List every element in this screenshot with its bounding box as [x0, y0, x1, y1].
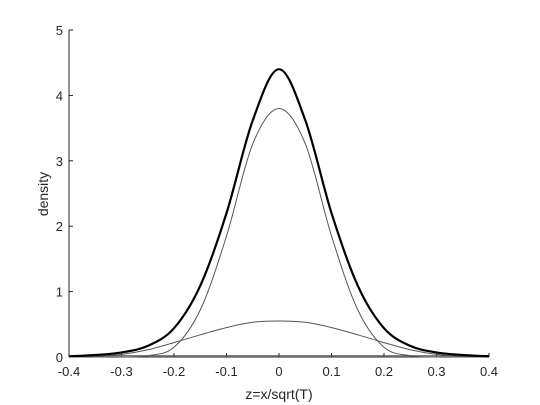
y-tick-label: 2 [56, 219, 63, 234]
x-tick-label: 0.3 [427, 364, 445, 379]
x-tick-label: -0.2 [163, 364, 185, 379]
x-tick-label: -0.1 [215, 364, 237, 379]
x-tick-label: -0.3 [110, 364, 132, 379]
x-tick-label: 0 [275, 364, 282, 379]
y-tick-label: 4 [56, 88, 63, 103]
y-tick-label: 5 [56, 23, 63, 38]
series-line-1 [68, 68, 490, 358]
x-axis-label: z=x/sqrt(T) [245, 386, 312, 402]
x-tick-label: 0.1 [322, 364, 340, 379]
y-tick-label: 1 [56, 285, 63, 300]
y-tick-label: 3 [56, 154, 63, 169]
x-tick-label: -0.4 [58, 364, 80, 379]
series-line-2 [69, 108, 489, 358]
x-tick-label: 0.4 [480, 364, 498, 379]
plot-area: -0.4 -0.3 -0.2 -0.1 0 0.1 0.2 0.3 0.4 0 1 2 3 4 5 [56, 23, 498, 379]
y-tick-label: 0 [56, 350, 63, 365]
series-line-3 [68, 320, 490, 358]
y-axis-label: density [35, 172, 51, 216]
x-tick-label: 0.2 [375, 364, 393, 379]
